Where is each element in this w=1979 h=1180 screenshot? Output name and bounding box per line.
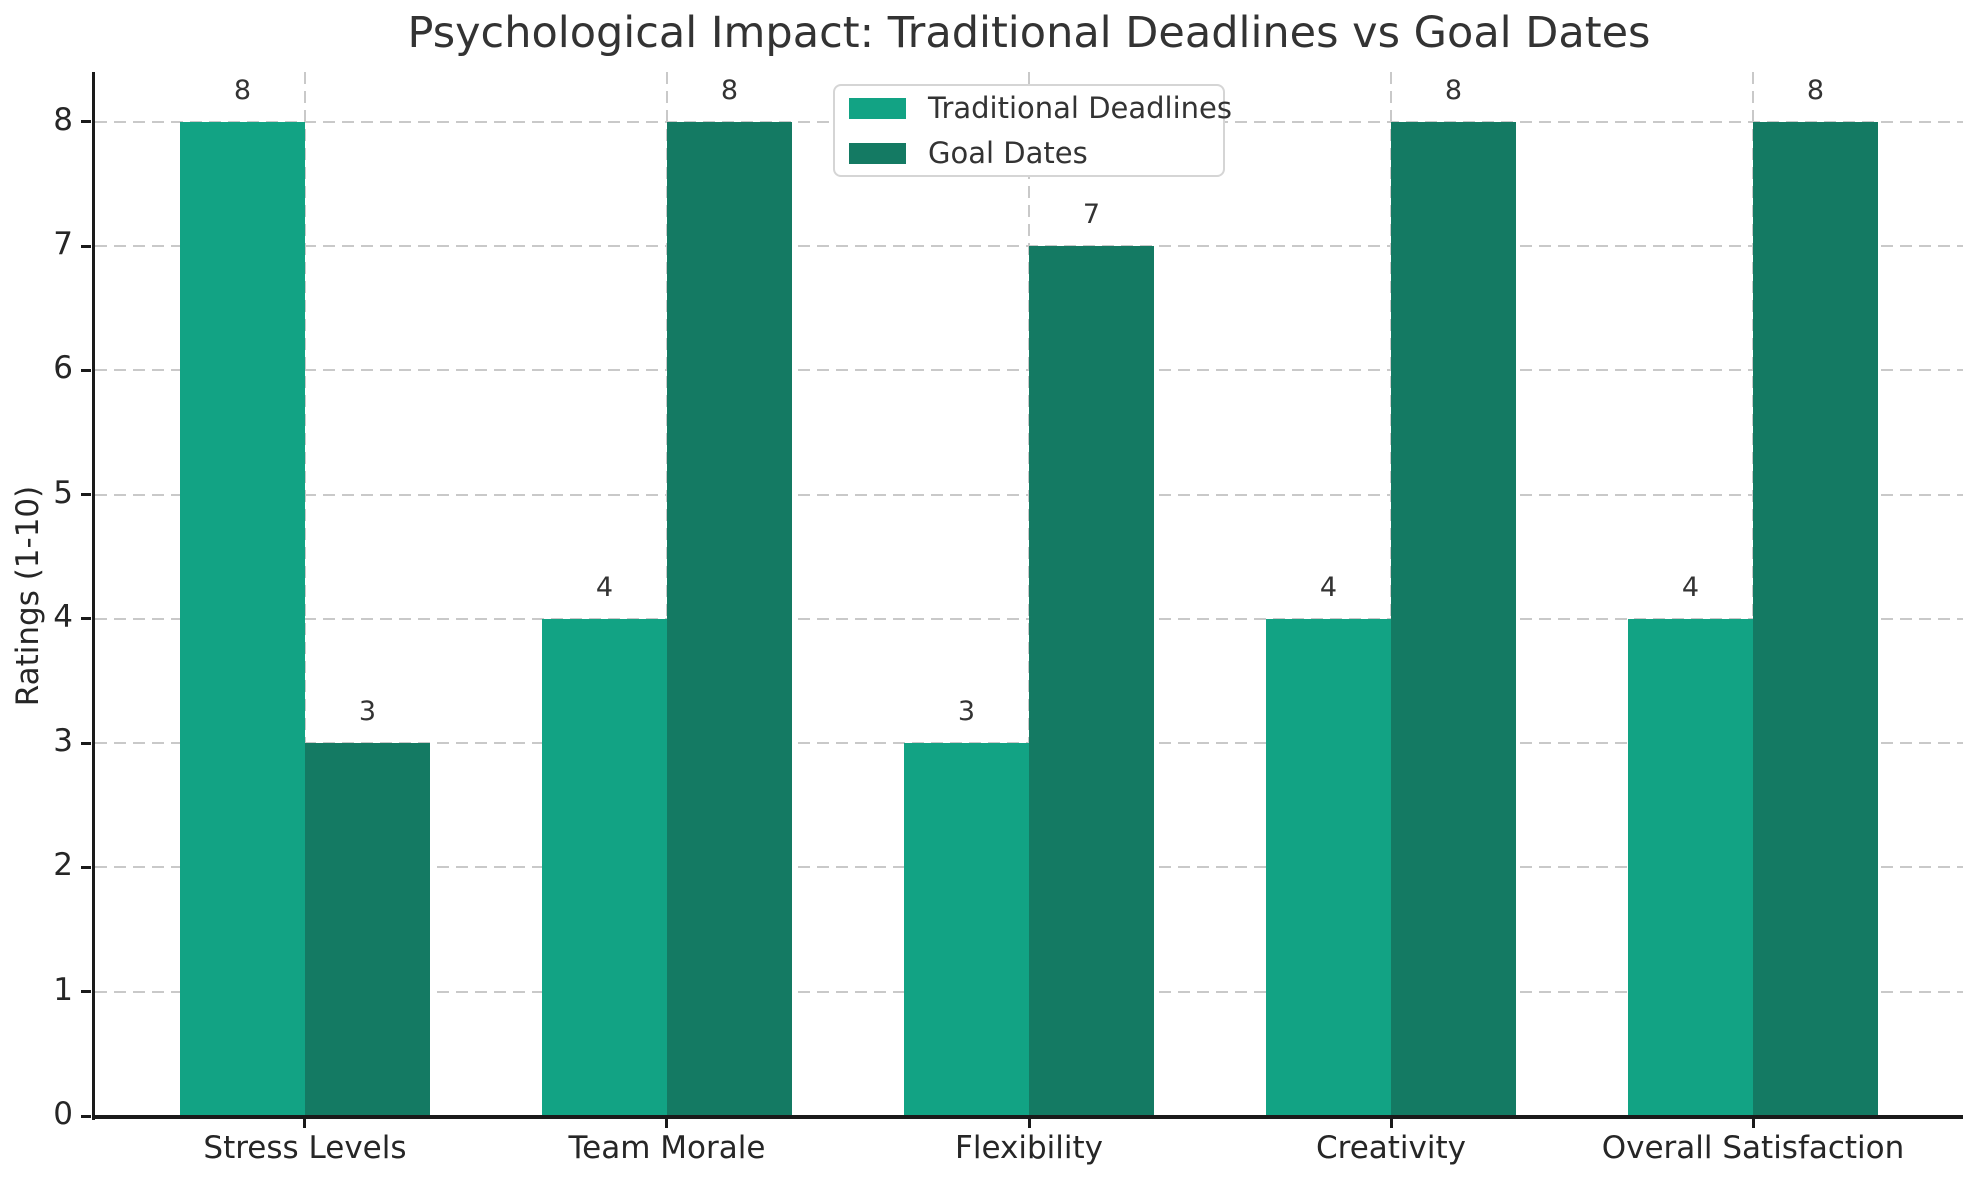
legend: Traditional Deadlines Goal Dates [833,84,1232,177]
y-tick-mark [81,865,91,869]
bar-traditional-deadlines-stress-levels [179,121,305,1116]
y-tick-mark [81,493,91,497]
legend-swatch-traditional-deadlines [849,97,906,119]
x-tick-label-stress-levels: Stress Levels [203,1130,407,1166]
bar-value-label: 3 [957,696,976,728]
bar-value-label: 8 [720,74,739,106]
x-tick-label-team-morale: Team Morale [568,1130,766,1166]
x-tick-mark [1751,1119,1755,1128]
bar-value-label: 4 [595,571,614,603]
x-tick-label-overall-satisfaction: Overall Satisfaction [1601,1130,1905,1166]
x-tick-label-flexibility: Flexibility [955,1130,1103,1166]
y-tick-mark [81,990,91,994]
bar-goal-dates-flexibility [1029,246,1154,1116]
x-tick-label-creativity: Creativity [1315,1130,1466,1166]
bar-traditional-deadlines-creativity [1266,618,1391,1116]
y-tick-label: 4 [53,598,73,635]
y-axis-spine [92,72,95,1120]
x-axis-spine [92,1115,1963,1119]
bar-goal-dates-overall-satisfaction [1753,121,1879,1116]
bar-value-label: 7 [1082,199,1101,230]
y-tick-mark [81,368,91,372]
y-tick-label: 7 [53,226,73,262]
y-tick-mark [81,1114,91,1118]
y-tick-mark [81,244,91,248]
legend-item: Traditional Deadlines [849,91,1232,125]
gridline-vertical [303,72,306,1116]
bar-goal-dates-stress-levels [304,743,430,1116]
x-tick-mark [1027,1119,1031,1128]
y-tick-label: 0 [53,1096,73,1132]
y-tick-label: 2 [53,847,73,884]
bar-value-label: 8 [1806,74,1825,106]
bar-value-label: 4 [1319,571,1338,603]
y-tick-label: 5 [53,474,73,511]
y-tick-label: 6 [53,350,73,387]
legend-label: Goal Dates [928,136,1088,170]
bar-value-label: 3 [358,696,377,728]
x-tick-mark [665,1119,669,1128]
legend-label: Traditional Deadlines [928,91,1233,125]
y-tick-label: 8 [53,101,73,138]
x-tick-mark [1389,1119,1393,1128]
bar-value-label: 8 [1444,74,1463,106]
bar-goal-dates-team-morale [666,121,792,1116]
y-tick-mark [81,617,91,621]
bar-goal-dates-creativity [1391,121,1516,1116]
bar-value-label: 4 [1681,571,1700,603]
bar-traditional-deadlines-overall-satisfaction [1628,618,1754,1116]
bar-traditional-deadlines-team-morale [541,618,667,1116]
x-tick-mark [303,1119,307,1128]
chart-title: Psychological Impact: Traditional Deadli… [407,8,1651,58]
y-tick-label: 3 [53,723,73,760]
bar-traditional-deadlines-flexibility [904,743,1029,1116]
legend-swatch-goal-dates [849,142,906,164]
y-tick-mark [81,741,91,745]
y-tick-mark [81,120,91,124]
bar-value-label: 8 [233,74,252,106]
legend-item: Goal Dates [849,136,1209,170]
y-tick-label: 1 [53,971,73,1008]
